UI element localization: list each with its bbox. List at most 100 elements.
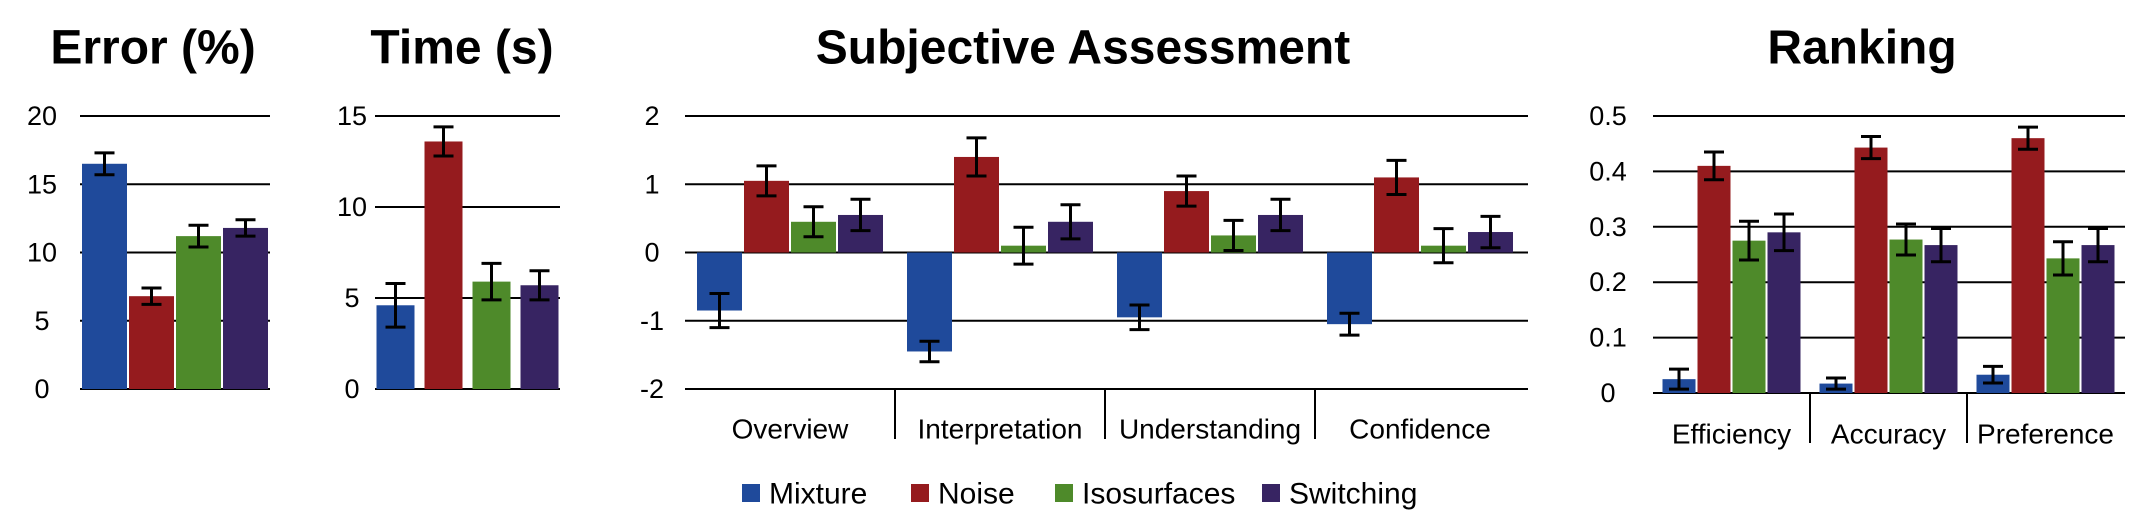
legend: Mixture Noise Isosurfaces Switching — [742, 478, 1417, 511]
y-tick-label: 0.2 — [1589, 267, 1627, 297]
error-bar — [433, 125, 454, 158]
y-tick-label: -1 — [640, 306, 664, 336]
error-bar — [1983, 364, 2003, 385]
error-bar — [1386, 158, 1407, 196]
legend-swatch — [1055, 484, 1073, 502]
chart-panel-error: Error (%) 0 5 10 15 20 — [27, 22, 270, 404]
error-bar — [1176, 174, 1197, 208]
legend-label: Mixture — [769, 478, 867, 511]
chart-panel-time-s: Time (s) 0 5 10 15 — [337, 22, 560, 404]
error-bar — [1826, 376, 1846, 391]
error-bar — [709, 291, 730, 330]
error-bar — [385, 281, 406, 329]
legend-item-noise: Noise — [911, 478, 1015, 511]
error-bar — [481, 261, 502, 302]
legend-label: Noise — [938, 478, 1015, 511]
error-bar — [2053, 240, 2073, 277]
legend-item-switching: Switching — [1262, 478, 1417, 511]
y-tick-label: 0 — [1600, 378, 1615, 408]
x-category-label: Understanding — [1119, 414, 1301, 445]
y-tick-label: 0 — [344, 374, 359, 404]
legend-item-isosurfaces: Isosurfaces — [1055, 478, 1235, 511]
error-bar — [141, 286, 162, 306]
error-bar — [94, 151, 115, 177]
x-category-label: Accuracy — [1831, 419, 1946, 450]
bar-noise — [129, 296, 174, 389]
chart-panel-ranking: Ranking 0 0.1 0.2 0.3 0.4 0.5 Efficiency Accurac… — [1589, 22, 2125, 450]
bar-isosurfaces-preference — [2046, 258, 2080, 393]
y-tick-label: 0 — [34, 374, 49, 404]
bar-noise — [424, 141, 463, 389]
error-bar — [966, 136, 987, 178]
chart-title: Subjective Assessment — [816, 22, 1350, 75]
bar-isosurfaces-accuracy — [1889, 239, 1923, 393]
error-bar — [188, 223, 209, 249]
error-bar — [2088, 226, 2108, 264]
bar-switching — [520, 285, 559, 389]
error-bar — [235, 218, 256, 238]
error-bar — [1739, 219, 1759, 262]
y-tick-label: 2 — [644, 101, 659, 131]
error-bar — [2018, 125, 2038, 151]
error-bar — [1669, 367, 1689, 391]
bar-switching-accuracy — [1924, 245, 1958, 393]
error-bar — [1704, 150, 1724, 182]
error-bar — [1013, 225, 1034, 266]
bar-switching-preference — [2081, 245, 2115, 393]
chart-title: Error (%) — [50, 22, 255, 75]
error-bar — [756, 164, 777, 198]
legend-label: Switching — [1289, 478, 1417, 511]
chart-title: Time (s) — [370, 22, 553, 75]
y-tick-label: -2 — [640, 374, 664, 404]
error-bar — [1339, 311, 1360, 337]
y-tick-label: 10 — [337, 192, 367, 222]
x-category-label: Preference — [1977, 419, 2114, 450]
y-tick-label: 0.1 — [1589, 323, 1627, 353]
legend-item-mixture: Mixture — [742, 478, 867, 511]
error-bar — [1129, 303, 1150, 332]
bar-noise-preference — [2011, 138, 2045, 393]
y-tick-label: 0 — [644, 238, 659, 268]
y-tick-label: 1 — [644, 169, 659, 199]
x-category-label: Efficiency — [1672, 419, 1791, 450]
error-bar — [529, 269, 550, 302]
error-bar — [1931, 226, 1951, 264]
bar-mixture — [82, 163, 127, 389]
y-tick-label: 15 — [27, 169, 57, 199]
bar-switching-efficiency — [1767, 232, 1801, 393]
error-bar — [1433, 227, 1454, 265]
y-tick-label: 20 — [27, 101, 57, 131]
error-bar — [850, 197, 871, 233]
error-bar — [1270, 197, 1291, 233]
y-tick-label: 0.3 — [1589, 212, 1627, 242]
legend-label: Isosurfaces — [1082, 478, 1235, 511]
y-tick-label: 0.4 — [1589, 156, 1627, 186]
error-bar — [919, 339, 940, 364]
y-tick-label: 15 — [337, 101, 367, 131]
x-category-label: Interpretation — [918, 414, 1083, 445]
bar-mixture-interpretation — [907, 252, 952, 352]
y-tick-label: 0.5 — [1589, 101, 1627, 131]
chart-panel-subjective-assessment: Subjective Assessment -2 -1 0 1 2 Overview Inte… — [640, 22, 1528, 445]
error-bar — [1896, 222, 1916, 257]
error-bar — [1223, 218, 1244, 252]
chart-title: Ranking — [1767, 22, 1956, 75]
error-bar — [1060, 203, 1081, 241]
bar-noise-accuracy — [1854, 147, 1888, 393]
legend-swatch — [1262, 484, 1280, 502]
x-category-label: Confidence — [1349, 414, 1491, 445]
error-bar — [1480, 214, 1501, 250]
bar-switching — [223, 227, 268, 389]
bar-isosurfaces — [176, 236, 221, 389]
error-bar — [803, 205, 824, 239]
y-tick-label: 10 — [27, 238, 57, 268]
bar-noise-efficiency — [1697, 165, 1731, 393]
bar-isosurfaces-efficiency — [1732, 240, 1766, 393]
error-bar — [1774, 212, 1794, 253]
legend-swatch — [911, 484, 929, 502]
y-tick-label: 5 — [34, 306, 49, 336]
x-category-label: Overview — [732, 414, 849, 445]
error-bar — [1861, 134, 1881, 161]
